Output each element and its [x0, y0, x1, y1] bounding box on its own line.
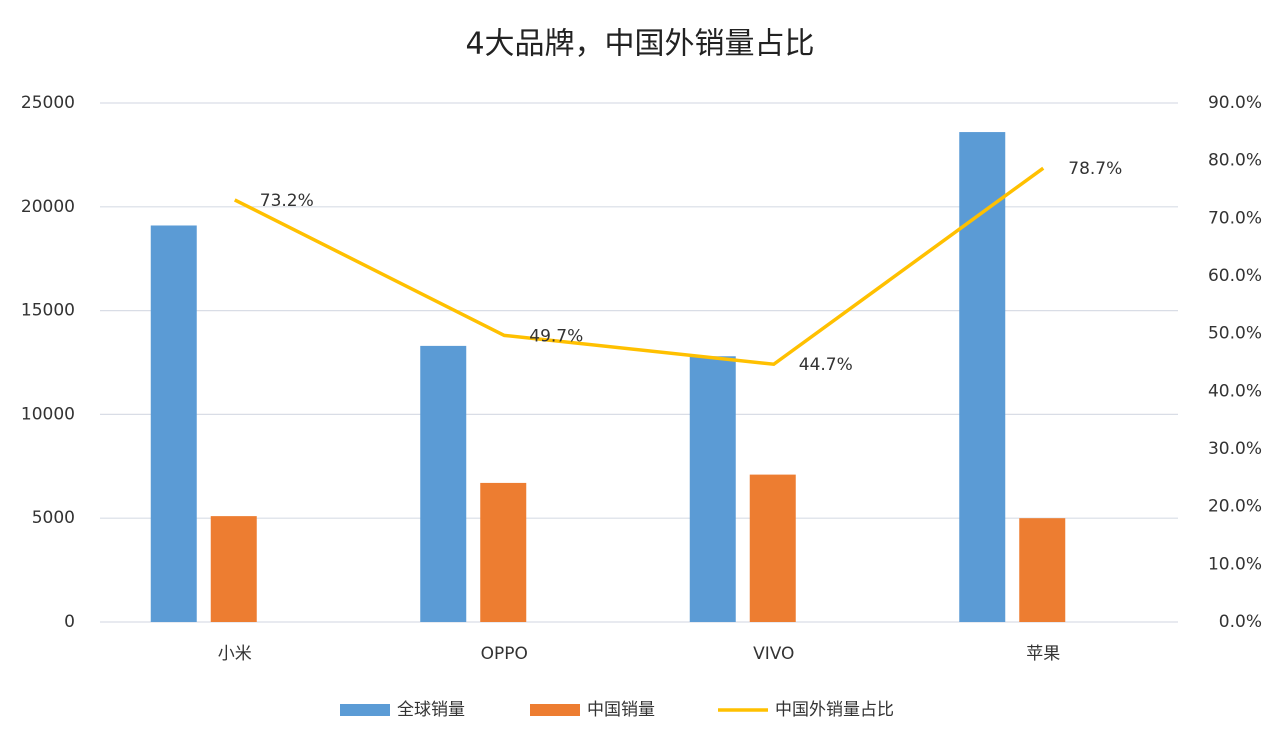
x-tick-label: 苹果	[1026, 644, 1060, 664]
y2-tick-label: 30.0%	[1208, 439, 1262, 459]
line	[233, 166, 1045, 367]
y2-tick-label: 0.0%	[1219, 612, 1262, 632]
legend-label: 中国外销量占比	[775, 700, 894, 720]
bar	[689, 356, 736, 622]
data-label: 78.7%	[1068, 159, 1122, 179]
legend-label: 中国销量	[587, 700, 655, 720]
y2-tick-label: 40.0%	[1208, 381, 1262, 401]
legend-label: 全球销量	[397, 700, 465, 720]
x-tick-label: 小米	[218, 644, 252, 664]
x-tick-label: VIVO	[753, 644, 794, 664]
legend-swatch	[530, 704, 580, 716]
y2-tick-label: 10.0%	[1208, 554, 1262, 574]
bar	[749, 474, 796, 622]
y2-tick-label: 20.0%	[1208, 497, 1262, 517]
bar	[420, 345, 467, 622]
y2-tick-label: 90.0%	[1208, 93, 1262, 113]
y-tick-label: 10000	[21, 404, 75, 424]
bar	[150, 225, 197, 622]
y-tick-label: 0	[64, 612, 75, 632]
y2-tick-label: 80.0%	[1208, 151, 1262, 171]
bar	[480, 482, 527, 622]
bar	[210, 516, 257, 622]
y-tick-label: 20000	[21, 197, 75, 217]
data-label: 44.7%	[799, 355, 853, 375]
x-tick-label: OPPO	[481, 644, 528, 664]
data-label: 73.2%	[260, 191, 314, 211]
y2-tick-label: 70.0%	[1208, 208, 1262, 228]
bar	[959, 132, 1006, 622]
y-tick-label: 15000	[21, 301, 75, 321]
legend-swatch	[340, 704, 390, 716]
y-tick-label: 5000	[32, 508, 75, 528]
chart-title: 4大品牌，中国外销量占比	[465, 27, 814, 62]
bar	[1019, 518, 1066, 622]
y-tick-label: 25000	[21, 93, 75, 113]
y2-tick-label: 50.0%	[1208, 324, 1262, 344]
data-label: 49.7%	[529, 326, 583, 346]
y2-tick-label: 60.0%	[1208, 266, 1262, 286]
